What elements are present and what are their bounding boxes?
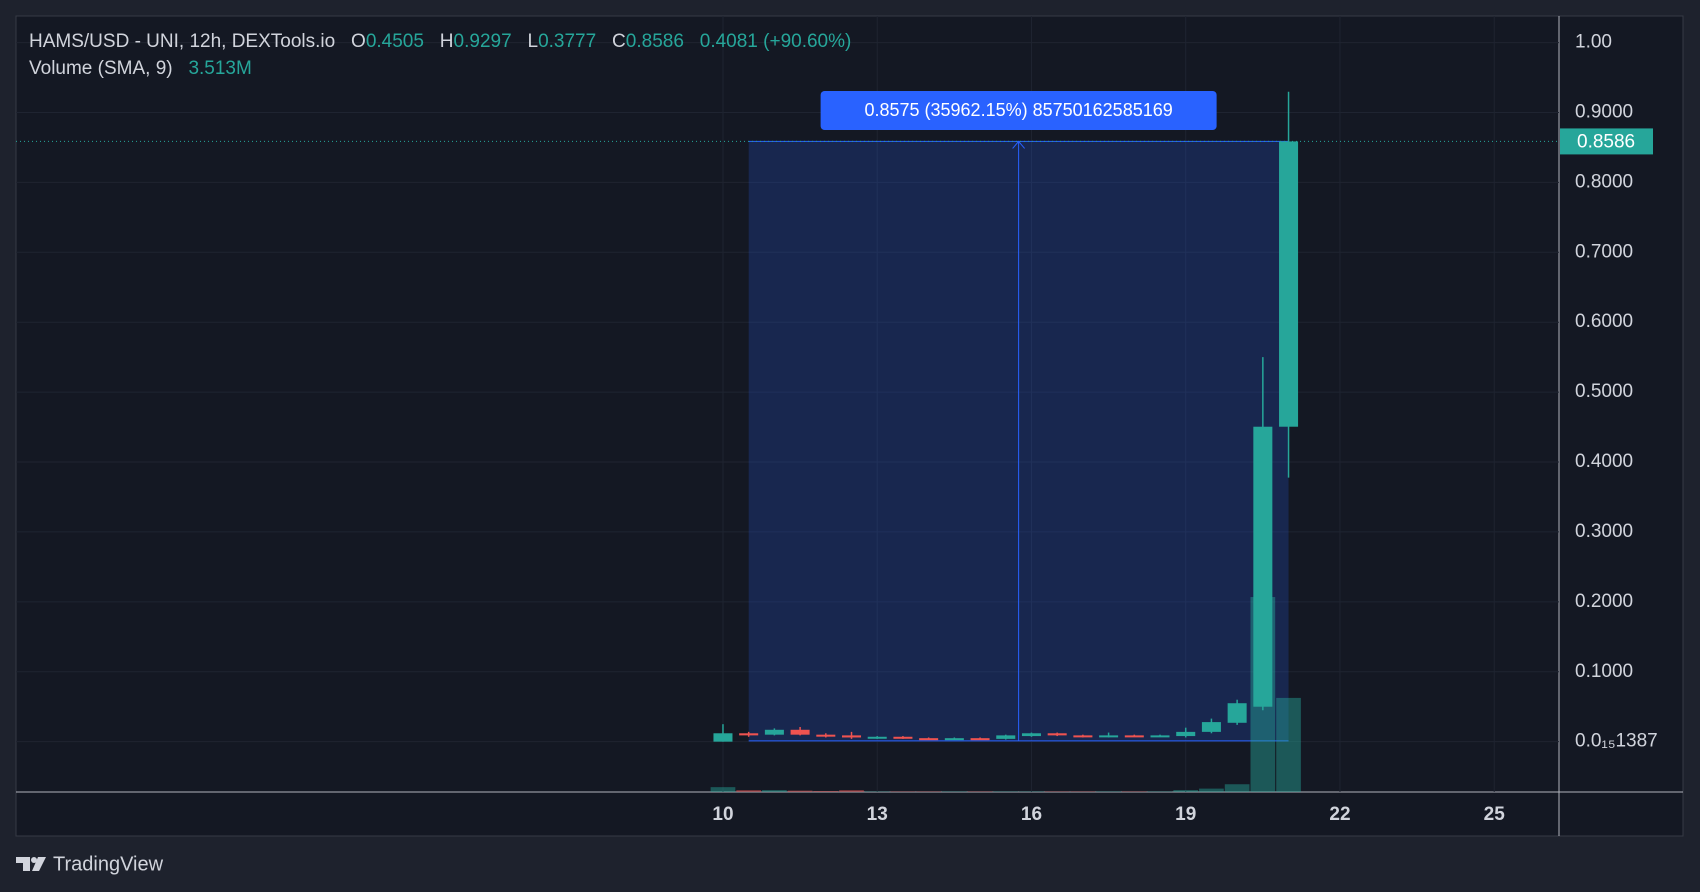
y-tick-label: 0.0₁₅1387 — [1575, 731, 1658, 752]
measure-arrowhead — [1012, 140, 1025, 149]
volume-bar — [1199, 788, 1224, 792]
candle-body — [739, 733, 759, 736]
candle-body — [893, 736, 913, 739]
candle-body — [816, 734, 836, 737]
x-tick-label: 22 — [1329, 804, 1350, 825]
candle-body — [970, 738, 990, 741]
legend-row: Volume (SMA, 9) 3.513M — [29, 55, 851, 82]
volume-bar — [736, 790, 762, 792]
symbol-title: HAMS/USD - UNI, 12h, DEXTools.io — [29, 31, 336, 52]
y-tick-label: 0.4000 — [1575, 451, 1633, 472]
candle-body — [764, 729, 784, 735]
candle-body — [790, 729, 810, 735]
candle-body — [1201, 722, 1221, 732]
grid — [16, 16, 1559, 792]
candle-body — [1047, 733, 1067, 736]
volume-title: Volume (SMA, 9) — [29, 58, 173, 79]
candle-body — [1279, 141, 1299, 427]
legend-row: HAMS/USD - UNI, 12h, DEXTools.io O0.4505… — [29, 28, 851, 55]
volume-bar — [787, 790, 813, 792]
y-tick-label: 0.5000 — [1575, 381, 1633, 402]
ohlc-value: 0.8586 — [625, 31, 684, 52]
ohlc-letter: O — [351, 31, 366, 52]
candle-body — [1124, 735, 1144, 738]
y-tick-label: 1.00 — [1575, 32, 1612, 53]
volume-bar — [762, 790, 787, 792]
y-tick-label: 0.9000 — [1575, 101, 1633, 122]
candle-body — [944, 738, 964, 741]
tradingview-logo — [16, 857, 46, 871]
volume-sma: 3.513M — [188, 58, 252, 79]
ohlc-value: 0.3777 — [538, 31, 597, 52]
volume-bar — [710, 787, 736, 792]
legend: HAMS/USD - UNI, 12h, DEXTools.io O0.4505… — [29, 28, 851, 82]
candle-body — [1176, 731, 1196, 737]
y-tick-label: 0.3000 — [1575, 521, 1633, 542]
x-tick-label: 19 — [1175, 804, 1196, 825]
candle-body — [1227, 703, 1247, 723]
candle-body — [996, 735, 1016, 739]
brand: TradingView — [53, 853, 164, 875]
volume-bar — [1173, 790, 1199, 792]
candle-body — [1073, 735, 1093, 738]
measure-label-box — [820, 91, 1217, 130]
change: 0.4081 (+90.60%) — [699, 31, 852, 52]
y-tick-label: 0.1000 — [1575, 661, 1633, 682]
chart-panel — [15, 15, 1684, 837]
candle-body — [1099, 735, 1119, 738]
last-price-box — [1560, 128, 1653, 155]
candle-body — [1253, 426, 1273, 707]
ohlc-letter: H — [439, 31, 454, 52]
candle-body — [919, 738, 939, 741]
x-tick-label: 25 — [1484, 804, 1506, 825]
measure-label: 0.8575 (35962.15%) 85750162585169 — [864, 100, 1172, 120]
x-tick-label: 13 — [867, 804, 888, 825]
y-tick-label: 0.2000 — [1575, 591, 1633, 612]
candle-body — [1021, 733, 1041, 737]
ohlc-letter: C — [612, 31, 626, 52]
ohlc-letter: L — [527, 31, 539, 52]
y-tick-label: 0.7000 — [1575, 241, 1633, 262]
ohlc-value: 0.4505 — [365, 31, 424, 52]
ohlc-value: 0.9297 — [453, 31, 512, 52]
x-tick-label: 16 — [1021, 804, 1042, 825]
candle-body — [842, 735, 862, 738]
y-tick-label: 0.6000 — [1575, 311, 1633, 332]
candle-body — [1150, 735, 1170, 738]
last-price-label: 0.8586 — [1577, 131, 1635, 152]
volume-bar — [839, 790, 864, 792]
candle-body — [713, 733, 733, 742]
volume-bar — [813, 791, 839, 792]
candle-body — [867, 736, 887, 739]
x-tick-label: 10 — [712, 804, 733, 825]
volume-bar — [1224, 784, 1250, 792]
y-tick-label: 0.8000 — [1575, 171, 1633, 192]
volume-bar — [1276, 697, 1301, 792]
